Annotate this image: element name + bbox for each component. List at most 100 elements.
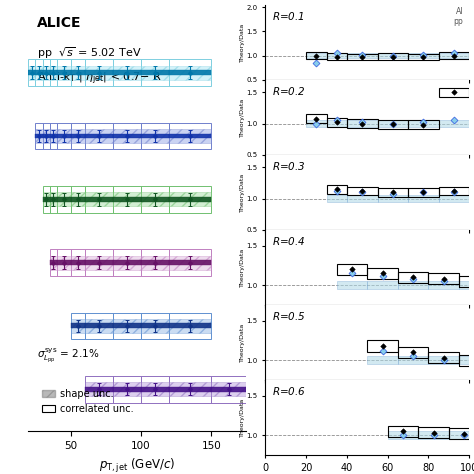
- Bar: [347, 120, 377, 127]
- Bar: [141, 66, 169, 80]
- Bar: [418, 428, 449, 438]
- Bar: [113, 197, 141, 202]
- Bar: [449, 431, 474, 439]
- Bar: [306, 52, 327, 59]
- Bar: [141, 186, 169, 213]
- Bar: [398, 347, 428, 358]
- Bar: [169, 387, 211, 392]
- Bar: [327, 53, 347, 58]
- Bar: [327, 120, 347, 127]
- Bar: [169, 123, 211, 149]
- Bar: [367, 356, 398, 364]
- Bar: [43, 192, 50, 206]
- Bar: [459, 276, 474, 287]
- Bar: [43, 134, 50, 138]
- Bar: [141, 260, 169, 265]
- Bar: [71, 134, 85, 138]
- Bar: [43, 186, 50, 213]
- Bar: [398, 281, 428, 289]
- Bar: [459, 356, 474, 364]
- Bar: [50, 260, 56, 265]
- Bar: [50, 255, 56, 270]
- Bar: [85, 312, 113, 339]
- Bar: [141, 70, 169, 75]
- Bar: [113, 70, 141, 75]
- Bar: [408, 188, 438, 197]
- Bar: [113, 59, 141, 86]
- Bar: [428, 356, 459, 364]
- Bar: [439, 52, 469, 59]
- Bar: [169, 134, 211, 138]
- Text: $R$=0.5: $R$=0.5: [272, 310, 305, 322]
- Bar: [113, 186, 141, 213]
- Bar: [71, 192, 85, 206]
- Bar: [71, 249, 85, 276]
- Bar: [408, 54, 438, 60]
- Bar: [113, 382, 141, 396]
- Bar: [306, 53, 327, 58]
- Bar: [56, 186, 71, 213]
- Bar: [418, 431, 449, 439]
- Bar: [306, 120, 327, 127]
- Bar: [169, 376, 211, 402]
- Bar: [85, 323, 113, 328]
- Bar: [85, 387, 113, 392]
- Bar: [71, 129, 85, 143]
- Bar: [169, 249, 211, 276]
- Bar: [50, 197, 56, 202]
- Bar: [85, 66, 113, 80]
- Bar: [327, 195, 347, 202]
- Bar: [43, 123, 50, 149]
- Bar: [169, 186, 211, 213]
- Bar: [141, 323, 169, 328]
- Bar: [71, 260, 85, 265]
- Bar: [28, 66, 36, 80]
- Bar: [113, 323, 141, 328]
- Text: $R$=0.1: $R$=0.1: [272, 10, 304, 22]
- Bar: [113, 134, 141, 138]
- Bar: [113, 66, 141, 80]
- Text: $\sigma_{L_\mathrm{pp}}^\mathrm{sys}$ = 2.1%: $\sigma_{L_\mathrm{pp}}^\mathrm{sys}$ = …: [37, 346, 100, 365]
- Bar: [408, 120, 438, 129]
- Bar: [50, 70, 56, 75]
- Bar: [398, 272, 428, 283]
- Bar: [169, 192, 211, 206]
- Bar: [71, 255, 85, 270]
- Legend: shape unc., correlated unc.: shape unc., correlated unc.: [37, 385, 137, 418]
- Bar: [50, 123, 56, 149]
- Bar: [141, 255, 169, 270]
- Bar: [85, 123, 113, 149]
- Bar: [141, 312, 169, 339]
- Bar: [56, 192, 71, 206]
- Bar: [113, 376, 141, 402]
- Bar: [306, 114, 327, 123]
- Bar: [50, 186, 56, 213]
- Bar: [141, 376, 169, 402]
- Bar: [113, 129, 141, 143]
- Bar: [85, 319, 113, 333]
- Bar: [141, 249, 169, 276]
- Bar: [56, 260, 71, 265]
- Bar: [169, 319, 211, 333]
- Text: ALICE: ALICE: [37, 16, 82, 30]
- Bar: [377, 120, 408, 127]
- Bar: [36, 134, 43, 138]
- Bar: [43, 197, 50, 202]
- Bar: [71, 312, 85, 339]
- Bar: [141, 123, 169, 149]
- Bar: [347, 119, 377, 128]
- Bar: [327, 53, 347, 60]
- Bar: [169, 66, 211, 80]
- Bar: [85, 134, 113, 138]
- Bar: [169, 260, 211, 265]
- Bar: [211, 387, 246, 392]
- Bar: [169, 197, 211, 202]
- Text: Al
pp: Al pp: [454, 7, 463, 27]
- Y-axis label: Theory/Data: Theory/Data: [240, 173, 245, 212]
- Bar: [113, 319, 141, 333]
- Bar: [459, 355, 474, 366]
- Bar: [388, 431, 418, 439]
- Bar: [56, 123, 71, 149]
- Bar: [50, 192, 56, 206]
- Bar: [141, 129, 169, 143]
